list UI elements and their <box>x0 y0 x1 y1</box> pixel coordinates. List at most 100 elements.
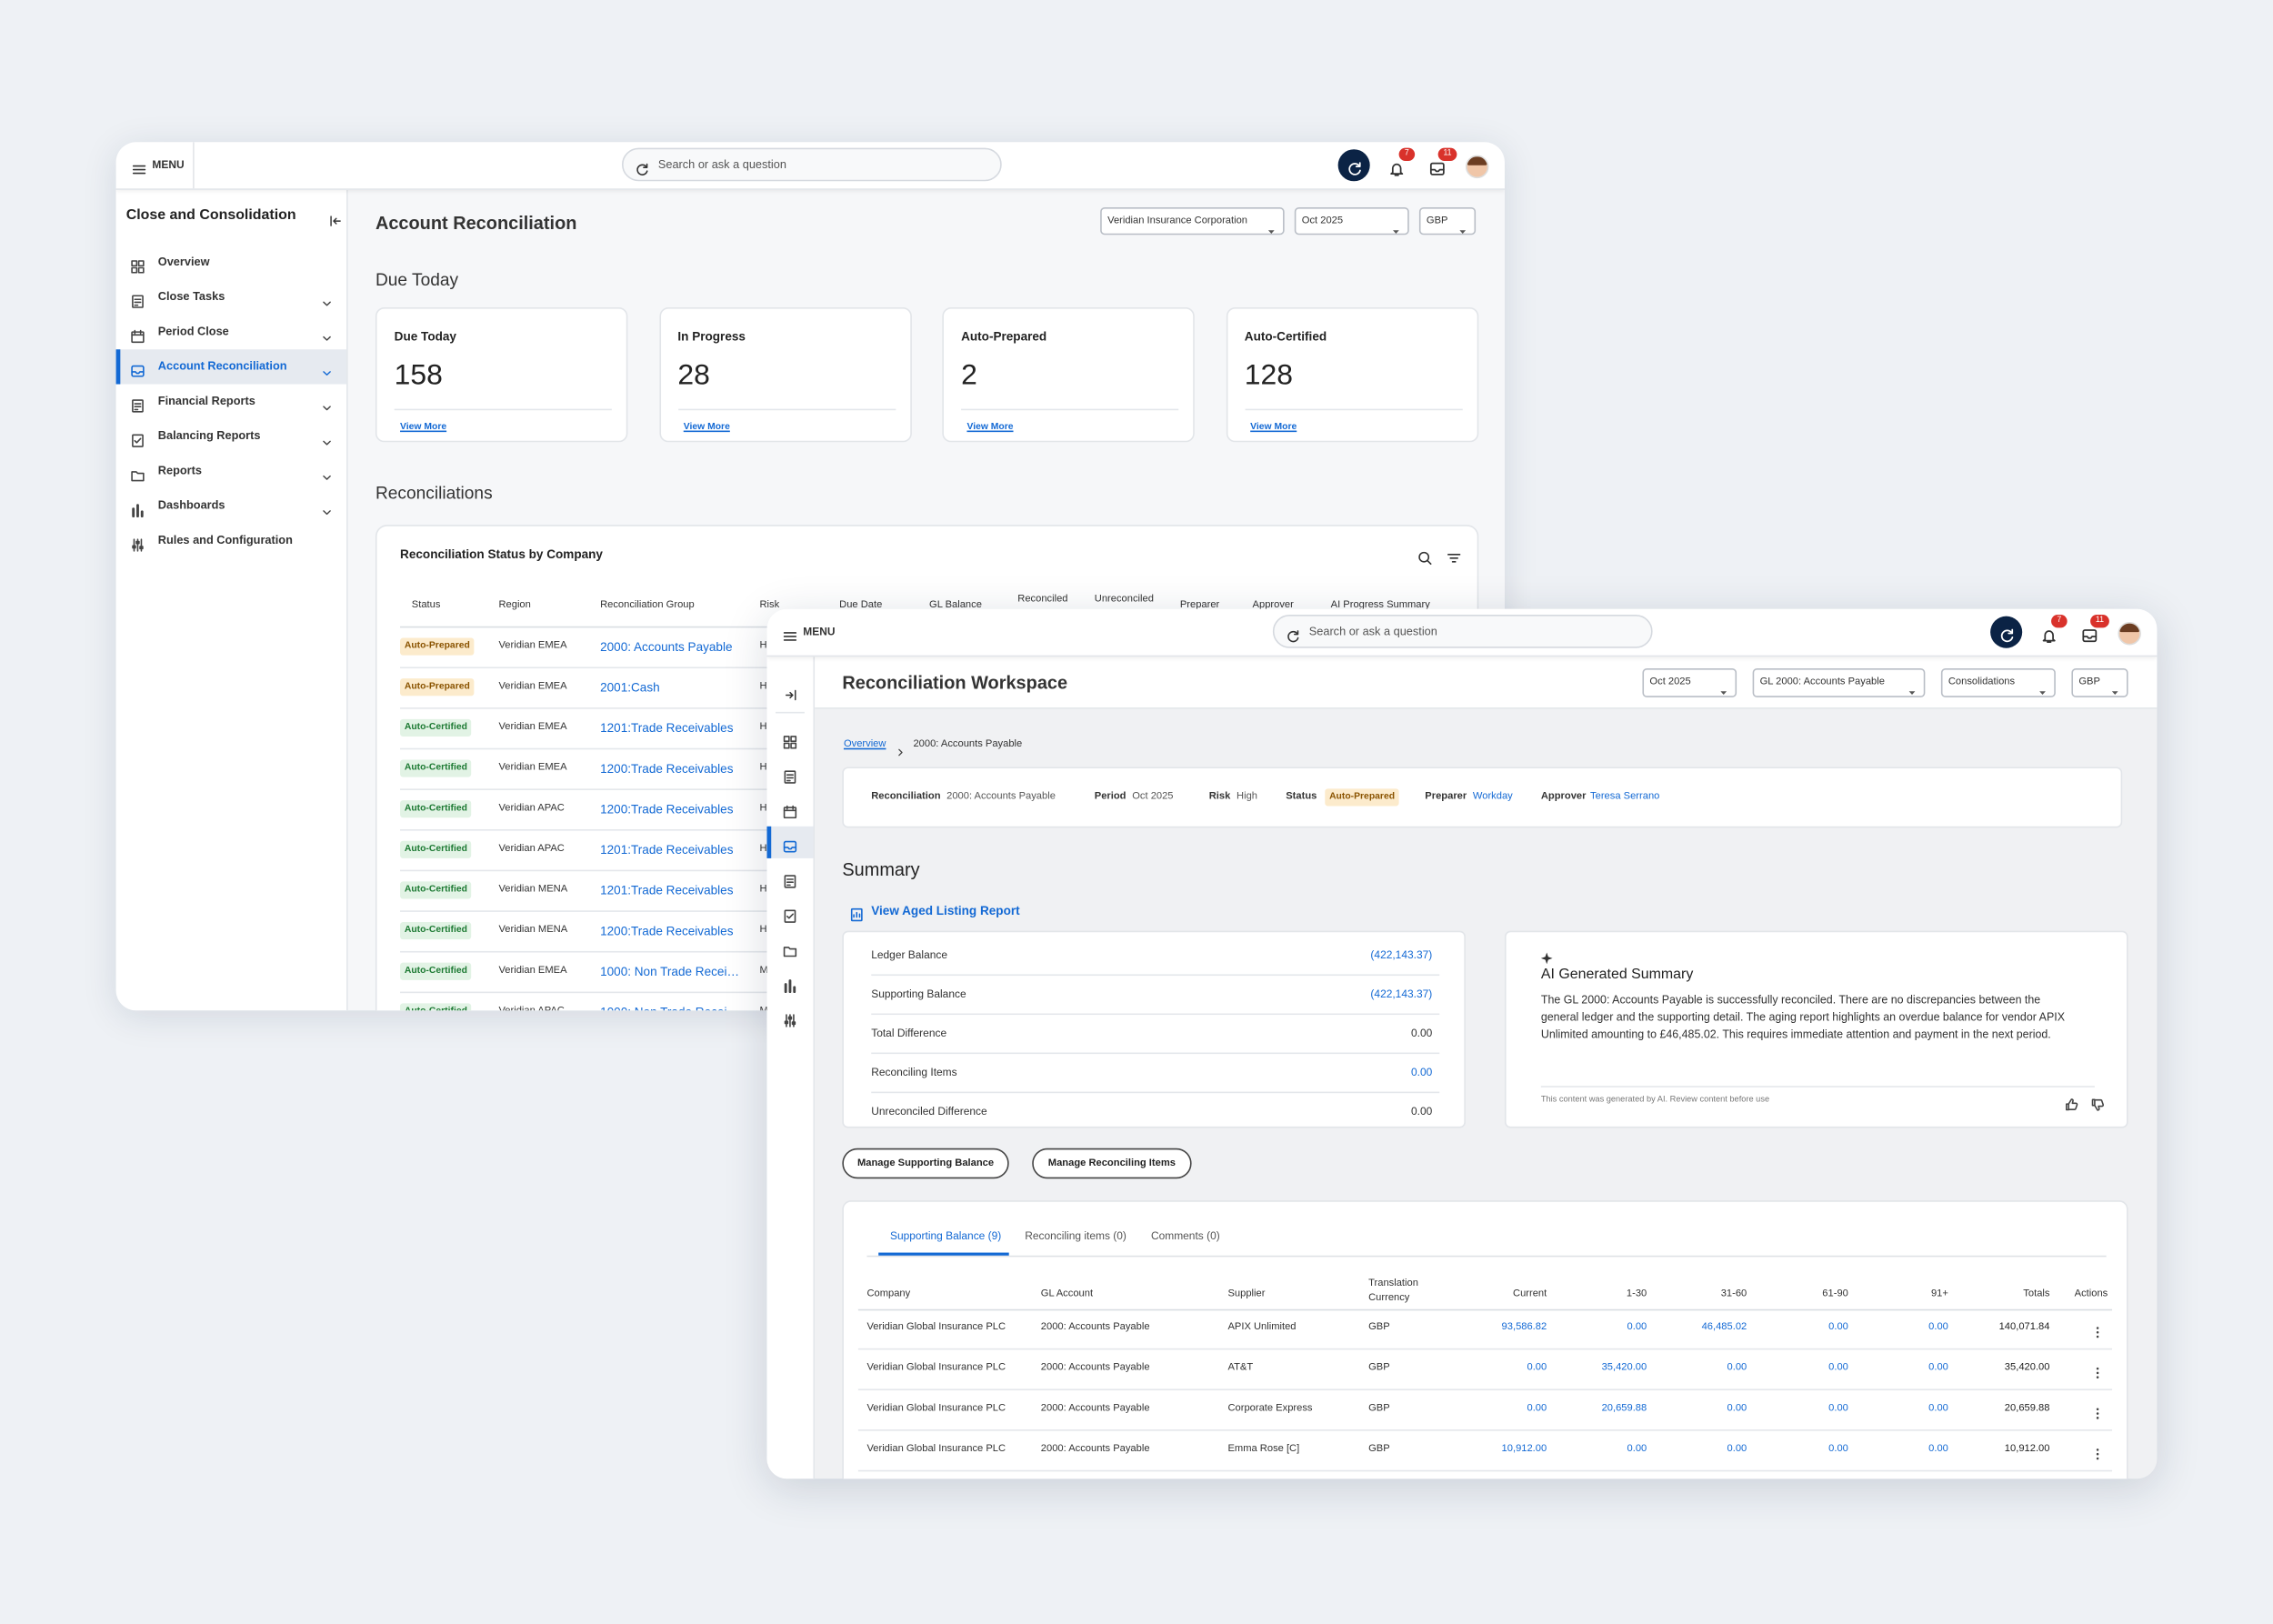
aging-amount[interactable]: 0.00 <box>1928 1444 1948 1455</box>
aging-amount[interactable]: 0.00 <box>1828 1362 1848 1373</box>
nav-icon[interactable] <box>783 835 797 853</box>
nav-icon[interactable] <box>783 939 797 957</box>
table-filter[interactable] <box>1447 554 1461 563</box>
nav-icon[interactable] <box>790 736 797 743</box>
balance-value[interactable]: (422,143.37) <box>1370 947 1433 962</box>
group-link[interactable]: 1200:Trade Receivables <box>600 923 734 938</box>
notifications-button[interactable] <box>1389 163 1403 175</box>
menu-icon[interactable] <box>783 625 797 641</box>
nav-icon[interactable] <box>783 736 790 743</box>
balance-value[interactable]: 0.00 <box>1410 1065 1433 1079</box>
nav-expand[interactable] <box>320 506 333 518</box>
nav-expand[interactable] <box>320 366 333 379</box>
nav-icon[interactable] <box>786 913 794 919</box>
collapse-sidebar[interactable] <box>328 208 341 226</box>
nav-icon[interactable] <box>783 770 797 785</box>
dropdown[interactable]: Consolidations <box>1940 668 2056 697</box>
group-link[interactable]: 2001:Cash <box>600 679 660 695</box>
row-actions[interactable] <box>2090 1442 2105 1460</box>
nav-item[interactable]: Account Reconciliation <box>157 359 287 373</box>
aging-amount[interactable]: 0.00 <box>1627 1322 1647 1333</box>
group-link[interactable]: 1200:Trade Receivables <box>600 761 734 777</box>
row-actions[interactable] <box>2096 1408 2099 1411</box>
search-box[interactable]: Search or ask a question <box>621 147 1002 182</box>
nav-icon[interactable] <box>783 839 797 854</box>
nav-icon[interactable] <box>784 909 796 923</box>
nav-icon[interactable] <box>783 909 797 924</box>
row-actions[interactable] <box>2090 1366 2105 1380</box>
menu-icon[interactable] <box>783 629 797 644</box>
report-link[interactable]: View Aged Listing Report <box>871 903 1020 918</box>
view-more-link[interactable]: View More <box>966 421 1014 433</box>
row-actions[interactable] <box>2090 1402 2105 1419</box>
thumbs-down[interactable] <box>2091 1098 2105 1111</box>
row-actions[interactable] <box>2090 1447 2105 1461</box>
nav-expand[interactable] <box>320 326 333 340</box>
nav-icon[interactable] <box>783 805 797 819</box>
view-more-link[interactable]: View More <box>683 421 730 433</box>
inbox-button[interactable] <box>2081 627 2098 644</box>
nav-icon[interactable] <box>786 878 794 887</box>
nav-expand[interactable] <box>322 475 331 479</box>
inbox-button[interactable] <box>1428 157 1445 176</box>
nav-icon[interactable] <box>784 770 796 784</box>
inbox-button[interactable] <box>1428 160 1445 176</box>
aging-amount[interactable]: 0.00 <box>1527 1362 1547 1373</box>
aging-amount[interactable]: 0.00 <box>1828 1322 1848 1333</box>
nav-icon[interactable] <box>783 874 797 888</box>
nav-icon[interactable] <box>783 947 797 957</box>
dropdown[interactable]: GBP <box>1418 206 1477 236</box>
row-actions[interactable] <box>2090 1361 2105 1378</box>
notifications-button[interactable] <box>1388 157 1405 175</box>
nav-icon[interactable] <box>783 735 797 749</box>
tab[interactable]: Reconciling items (0) <box>1025 1229 1126 1243</box>
row-actions[interactable] <box>2090 1325 2105 1339</box>
nav-expand[interactable] <box>320 296 333 309</box>
expand-sidebar[interactable] <box>784 682 796 700</box>
nav-expand[interactable] <box>322 405 331 410</box>
nav-expand[interactable] <box>320 430 333 445</box>
nav-expand[interactable] <box>320 465 333 479</box>
group-link[interactable]: 2000: Accounts Payable <box>600 639 733 655</box>
nav-expand[interactable] <box>320 331 333 344</box>
aging-amount[interactable]: 46,485.02 <box>1701 1322 1747 1333</box>
nav-expand[interactable] <box>320 436 333 448</box>
collapse-sidebar[interactable] <box>329 215 341 226</box>
dropdown[interactable]: Veridian Insurance Corporation <box>1100 206 1285 236</box>
aging-amount[interactable]: 10,912.00 <box>1501 1444 1547 1455</box>
info-value[interactable]: Workday <box>1472 791 1513 802</box>
thumbs-down[interactable] <box>2090 1098 2105 1112</box>
group-link[interactable]: 1200:Trade Receivables <box>600 801 734 817</box>
row-actions[interactable] <box>2096 1457 2099 1460</box>
aging-amount[interactable]: 93,586.82 <box>1501 1322 1547 1333</box>
aging-amount[interactable]: 0.00 <box>1727 1403 1747 1414</box>
group-link[interactable]: 1000: Non Trade Receivables <box>600 964 742 979</box>
aging-amount[interactable]: 0.00 <box>1928 1403 1948 1414</box>
notifications-button[interactable] <box>2040 624 2057 643</box>
nav-expand[interactable] <box>322 336 331 340</box>
table-search[interactable] <box>1417 546 1432 566</box>
aging-amount[interactable]: 20,659.88 <box>1601 1403 1647 1414</box>
row-actions[interactable] <box>2096 1412 2099 1415</box>
aging-amount[interactable]: 35,420.00 <box>1601 1362 1647 1373</box>
row-actions[interactable] <box>2096 1327 2099 1329</box>
group-link[interactable]: 1201:Trade Receivables <box>600 720 734 736</box>
search-box[interactable]: Search or ask a question <box>1272 615 1653 648</box>
group-link[interactable]: 1201:Trade Receivables <box>600 882 734 897</box>
thumbs-down[interactable] <box>2090 1093 2105 1111</box>
aging-amount[interactable]: 0.00 <box>1527 1403 1547 1414</box>
nav-icon[interactable] <box>784 1020 789 1025</box>
table-search[interactable] <box>1418 551 1430 563</box>
aging-amount[interactable]: 0.00 <box>1828 1444 1848 1455</box>
aging-amount[interactable]: 0.00 <box>1828 1403 1848 1414</box>
aging-amount[interactable]: 0.00 <box>1928 1362 1948 1373</box>
row-actions[interactable] <box>2090 1407 2105 1421</box>
nav-expand[interactable] <box>322 300 331 306</box>
row-actions[interactable] <box>2096 1376 2099 1378</box>
nav-item[interactable]: Close Tasks <box>157 289 225 304</box>
nav-icon[interactable] <box>783 742 790 749</box>
row-actions[interactable] <box>2096 1417 2099 1419</box>
dropdown[interactable]: GBP <box>2071 668 2128 697</box>
nav-icon[interactable] <box>783 905 797 923</box>
menu-label[interactable]: MENU <box>152 157 185 172</box>
